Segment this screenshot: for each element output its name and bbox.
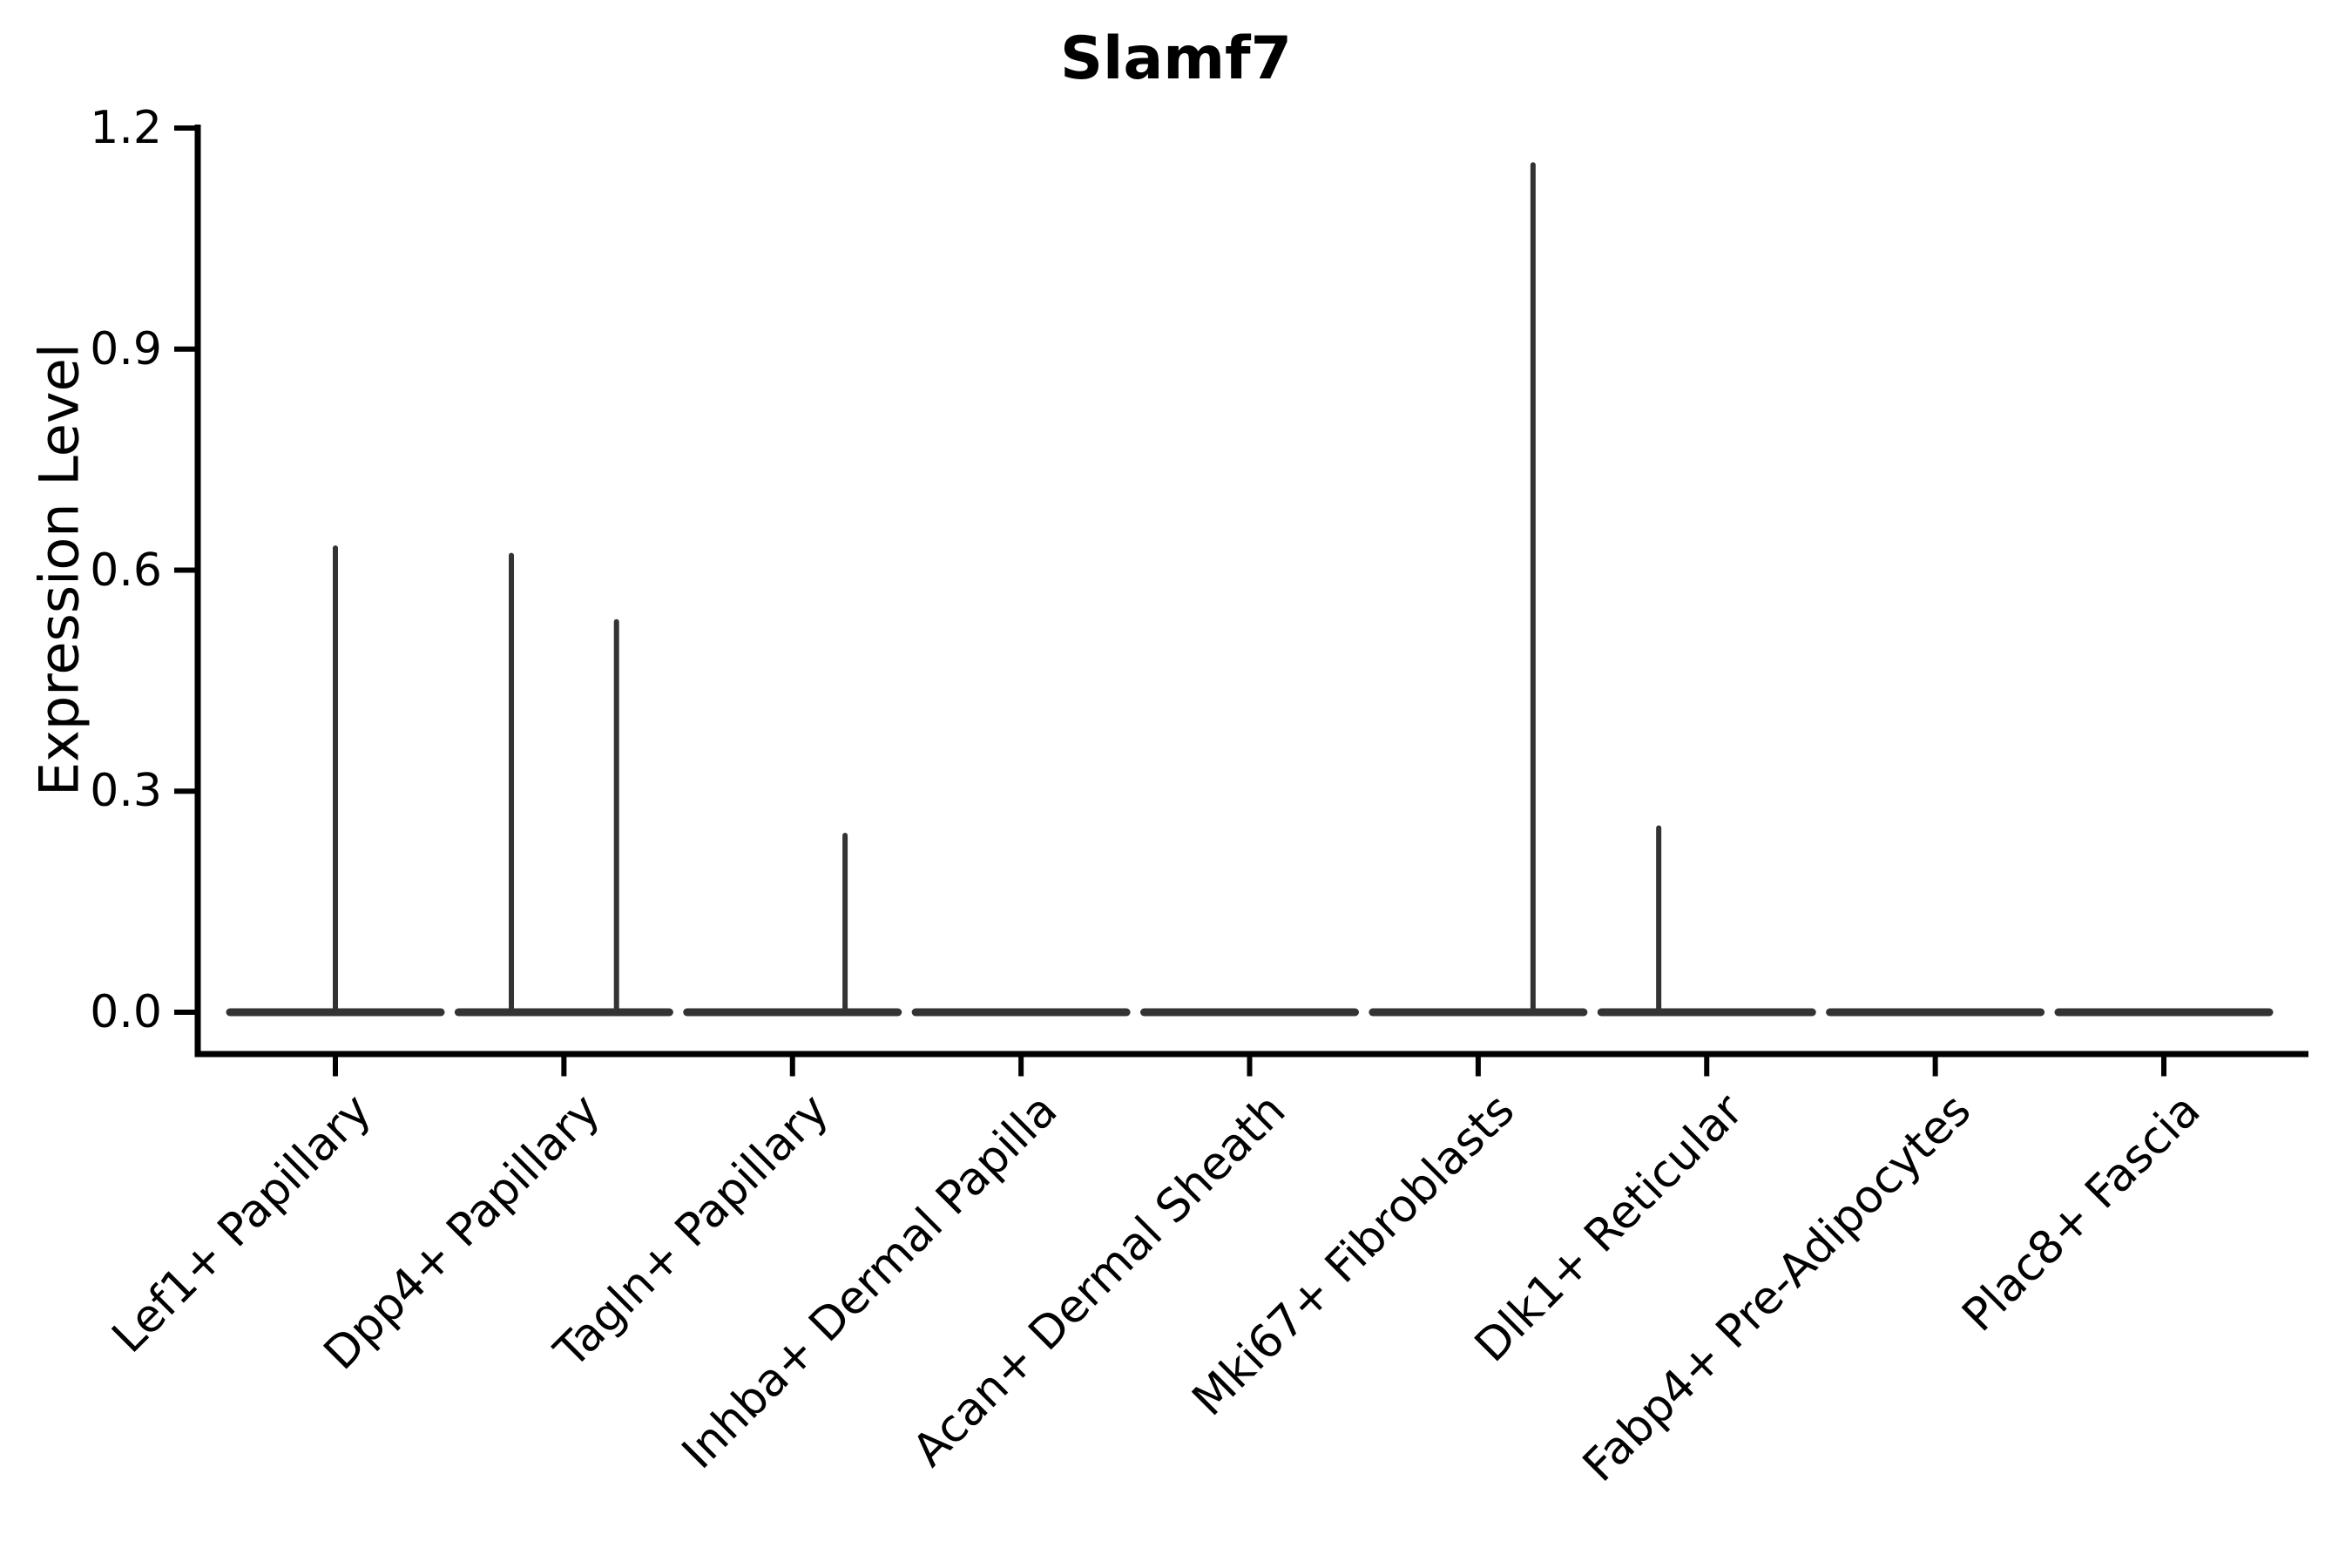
y-axis-label: Expression Level <box>27 343 91 796</box>
chart-title: Slamf7 <box>1060 24 1292 93</box>
y-tick-label: 0.6 <box>90 544 162 597</box>
y-tick-label: 0.9 <box>90 322 162 375</box>
y-tick-label: 1.2 <box>90 102 162 154</box>
y-tick-label: 0.3 <box>90 765 162 818</box>
y-tick-label: 0.0 <box>90 986 162 1038</box>
